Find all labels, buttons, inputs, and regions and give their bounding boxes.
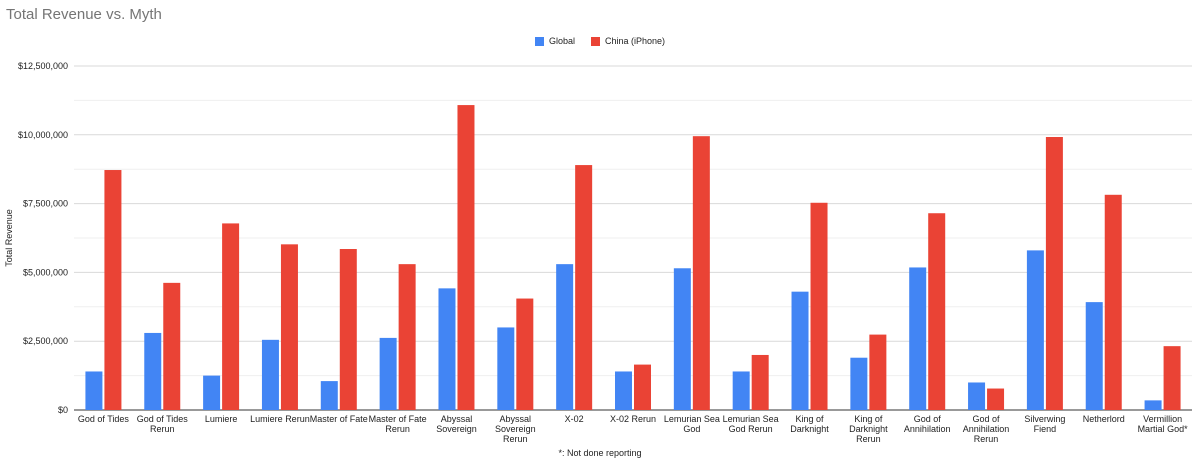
bar-china <box>751 354 769 410</box>
bar-global <box>1085 302 1103 410</box>
x-tick-label: Lemurian Sea God <box>664 414 720 434</box>
bar-china <box>1104 194 1122 410</box>
bar-china <box>928 213 946 410</box>
bar-global <box>497 327 515 410</box>
legend-swatch-global <box>534 36 544 46</box>
x-tick-label: Master of Fate Rerun <box>369 414 427 434</box>
bar-global <box>438 288 456 410</box>
bar-china <box>104 170 122 410</box>
y-tick-label: $12,500,000 <box>18 61 68 71</box>
bar-global <box>320 381 338 410</box>
legend-label-global: Global <box>548 36 575 46</box>
bar-global <box>968 382 986 410</box>
bar-global <box>556 264 574 410</box>
x-tick-label: King of Darknight <box>790 414 829 434</box>
bar-global <box>791 291 809 410</box>
bar-global <box>379 337 397 410</box>
legend-label-china: China (iPhone) <box>604 36 666 46</box>
x-tick-label: God of Tides <box>78 414 130 424</box>
x-tick-label: Lumiere Rerun <box>250 414 310 424</box>
bar-global <box>1026 250 1044 410</box>
y-tick-label: $0 <box>58 405 68 415</box>
x-tick-label: Master of Fate <box>310 414 368 424</box>
x-tick-label: God of Annihilation Rerun <box>963 414 1010 444</box>
x-tick-label: Vermillion Martial God* <box>1138 414 1189 434</box>
x-tick-label: X-02 Rerun <box>610 414 656 424</box>
bar-global <box>261 339 279 410</box>
bar-china <box>575 165 593 410</box>
x-tick-label: God of Annihilation <box>904 414 951 434</box>
bar-china <box>869 334 887 410</box>
bar-global <box>203 375 221 410</box>
x-tick-label: X-02 <box>565 414 584 424</box>
bar-china <box>1163 346 1181 410</box>
bar-china <box>634 364 651 410</box>
legend-swatch-china <box>590 36 600 46</box>
bar-global <box>85 371 103 410</box>
bar-china <box>339 249 357 410</box>
bar-china <box>457 105 475 410</box>
x-tick-label: Netherlord <box>1083 414 1125 424</box>
bar-china <box>987 388 1005 410</box>
bar-global <box>144 332 162 410</box>
legend-item-global: Global <box>534 36 575 46</box>
y-tick-label: $7,500,000 <box>23 199 68 209</box>
y-tick-label: $5,000,000 <box>23 267 68 277</box>
y-tick-label: $2,500,000 <box>23 336 68 346</box>
bar-global <box>850 357 868 410</box>
chart-footnote: *: Not done reporting <box>558 448 642 458</box>
x-tick-label: Lemurian Sea God Rerun <box>723 414 779 434</box>
bar-global <box>673 268 691 410</box>
bar-global <box>909 267 927 410</box>
x-tick-label: Lumiere <box>205 414 238 424</box>
x-tick-label: Silverwing Fiend <box>1024 414 1065 434</box>
x-tick-label: King of Darknight Rerun <box>849 414 888 444</box>
bar-china <box>222 223 240 410</box>
bar-china <box>692 136 710 410</box>
x-tick-label: God of Tides Rerun <box>137 414 189 434</box>
x-tick-label: Abyssal Sovereign Rerun <box>495 414 536 444</box>
bar-china <box>1045 137 1063 411</box>
y-tick-label: $10,000,000 <box>18 130 68 140</box>
legend-item-china: China (iPhone) <box>590 36 666 46</box>
bar-global <box>1144 400 1162 410</box>
chart-legend: Global China (iPhone) <box>0 36 1200 46</box>
x-tick-label: Abyssal Sovereign <box>436 414 477 434</box>
bar-china <box>398 264 416 410</box>
bar-china <box>280 244 298 410</box>
chart-title: Total Revenue vs. Myth <box>6 6 162 23</box>
bar-china <box>516 298 534 410</box>
bar-global <box>732 371 750 410</box>
bar-global <box>615 371 632 410</box>
bar-china <box>163 282 181 410</box>
bar-china <box>810 202 828 410</box>
